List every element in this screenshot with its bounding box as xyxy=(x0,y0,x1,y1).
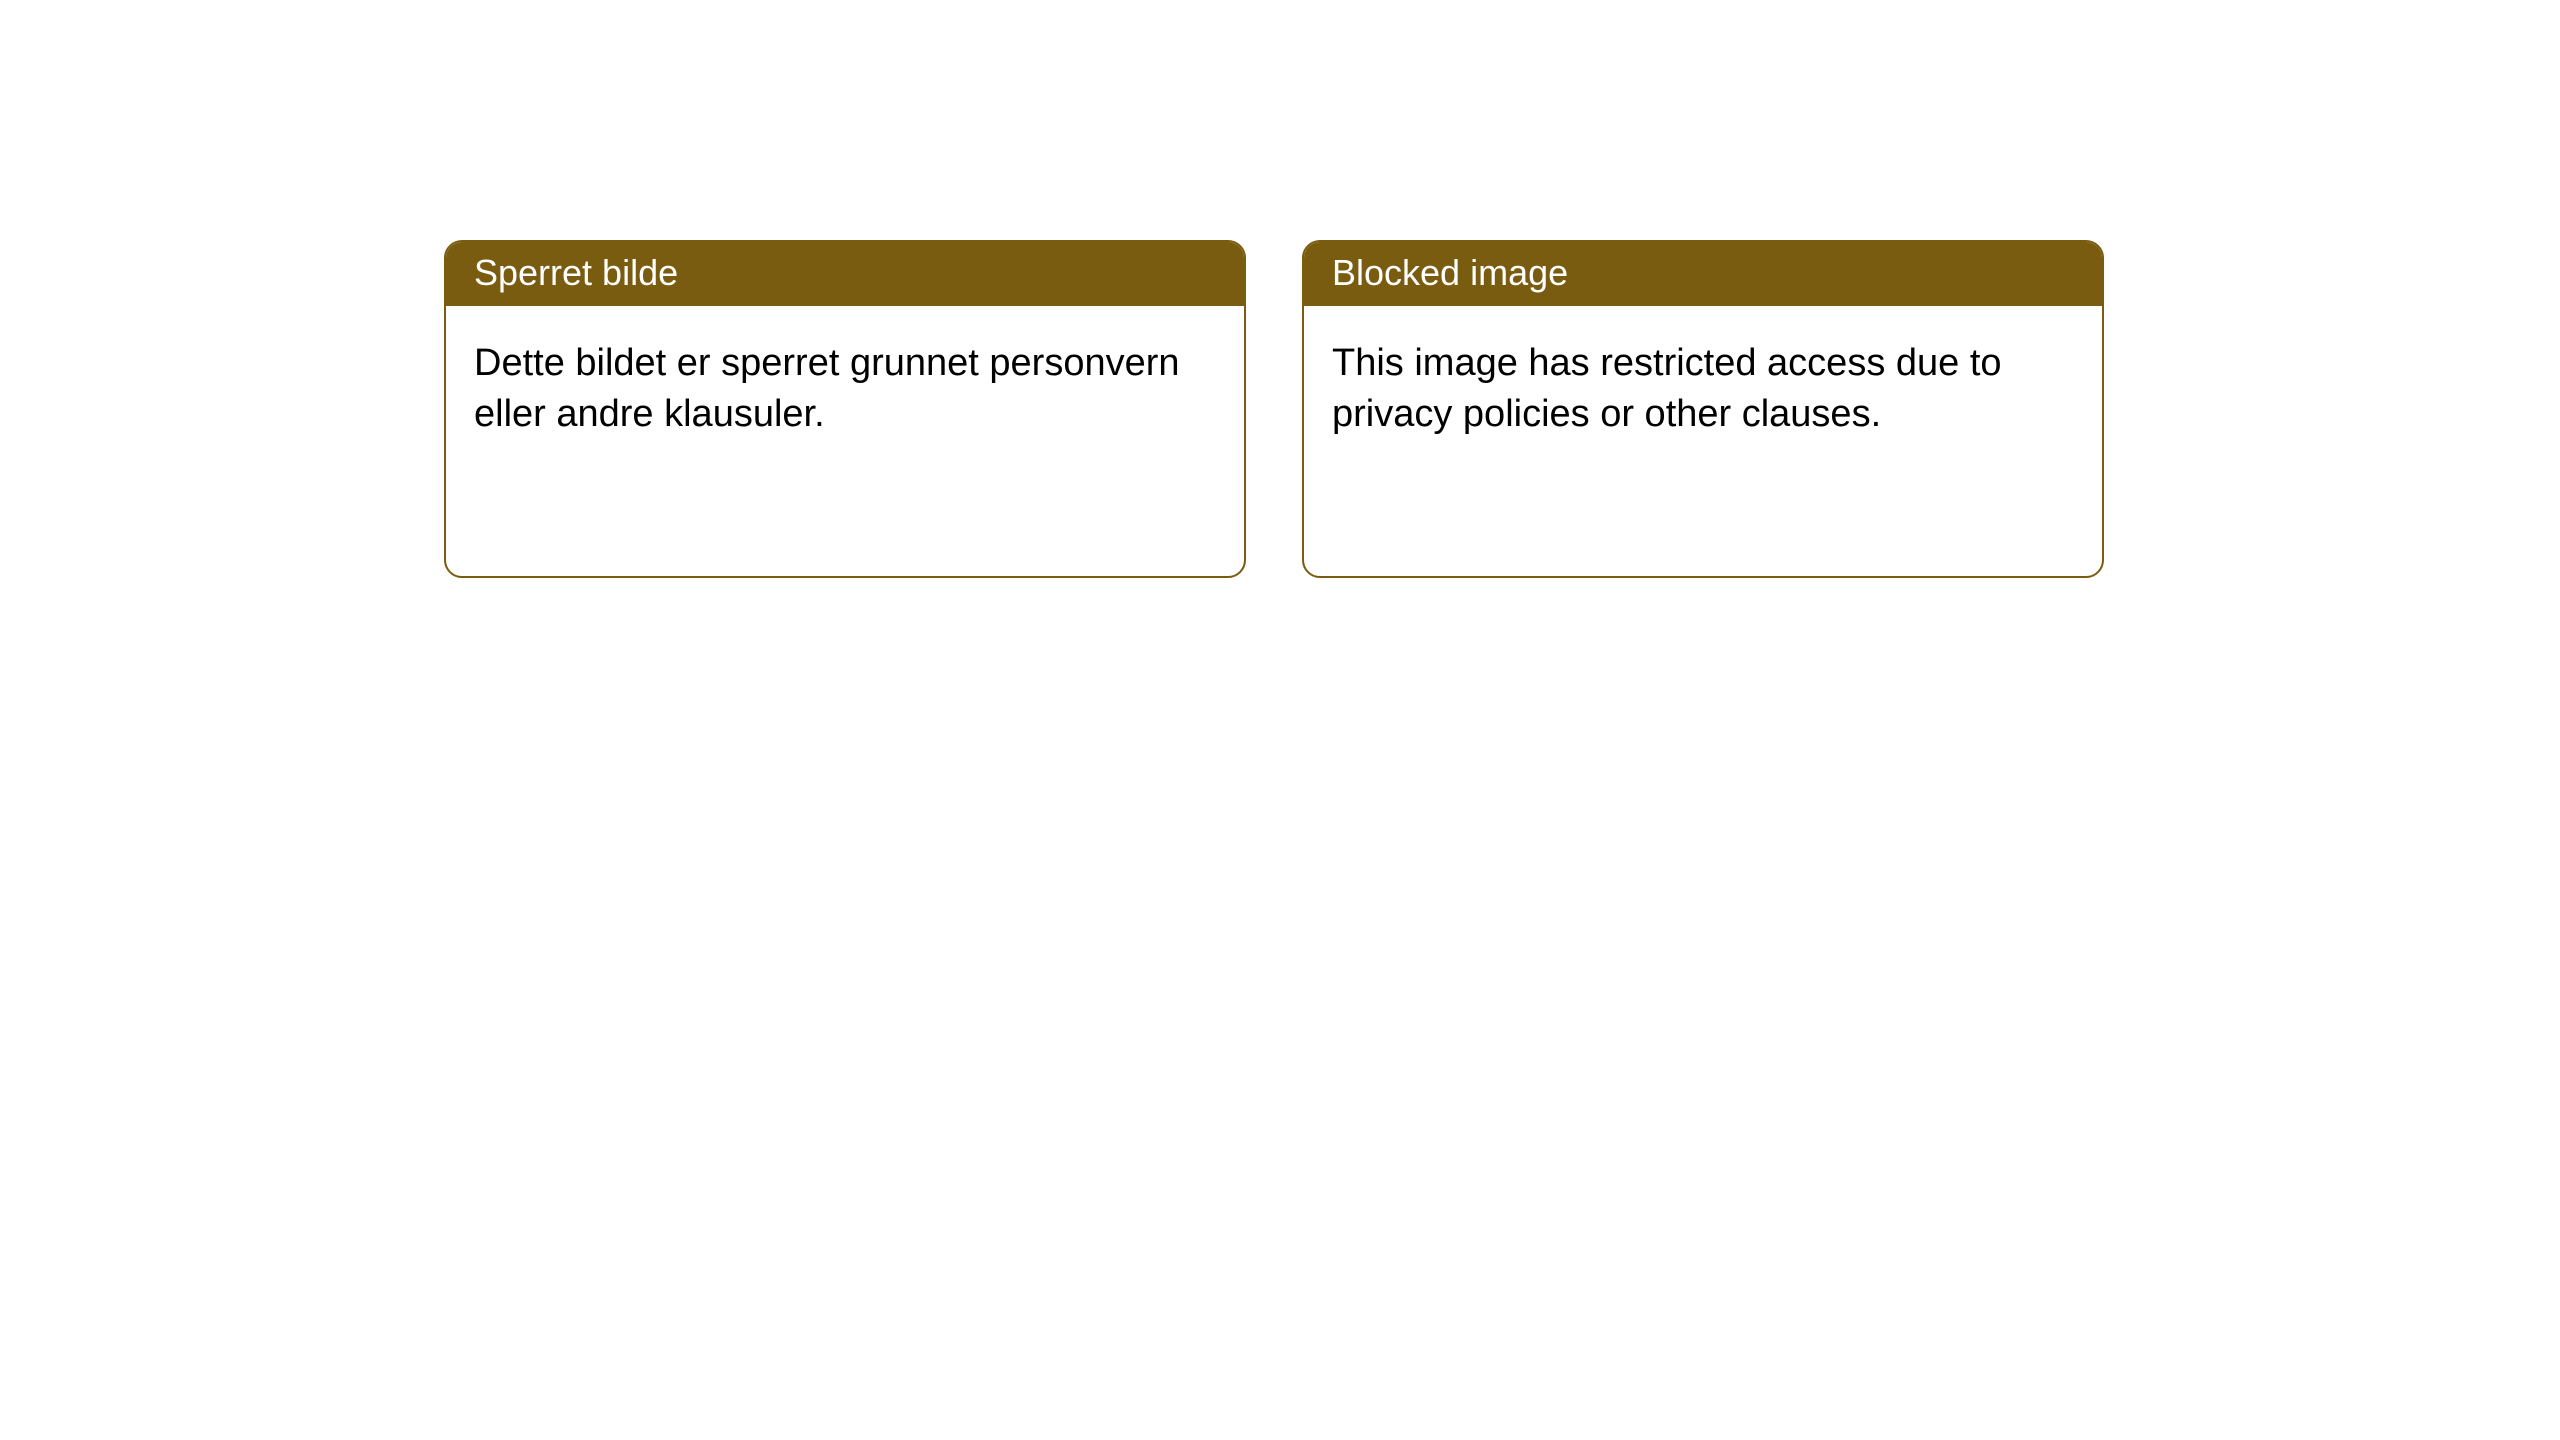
notice-header: Sperret bilde xyxy=(446,242,1244,306)
notice-title: Sperret bilde xyxy=(474,252,678,293)
notice-card-english: Blocked image This image has restricted … xyxy=(1302,240,2104,578)
notice-title: Blocked image xyxy=(1332,252,1568,293)
notice-card-norwegian: Sperret bilde Dette bildet er sperret gr… xyxy=(444,240,1246,578)
notice-body-text: This image has restricted access due to … xyxy=(1332,342,2002,435)
notice-cards-container: Sperret bilde Dette bildet er sperret gr… xyxy=(444,240,2104,578)
notice-body-text: Dette bildet er sperret grunnet personve… xyxy=(474,342,1180,435)
notice-header: Blocked image xyxy=(1304,242,2102,306)
notice-body: This image has restricted access due to … xyxy=(1304,306,2102,576)
notice-body: Dette bildet er sperret grunnet personve… xyxy=(446,306,1244,576)
